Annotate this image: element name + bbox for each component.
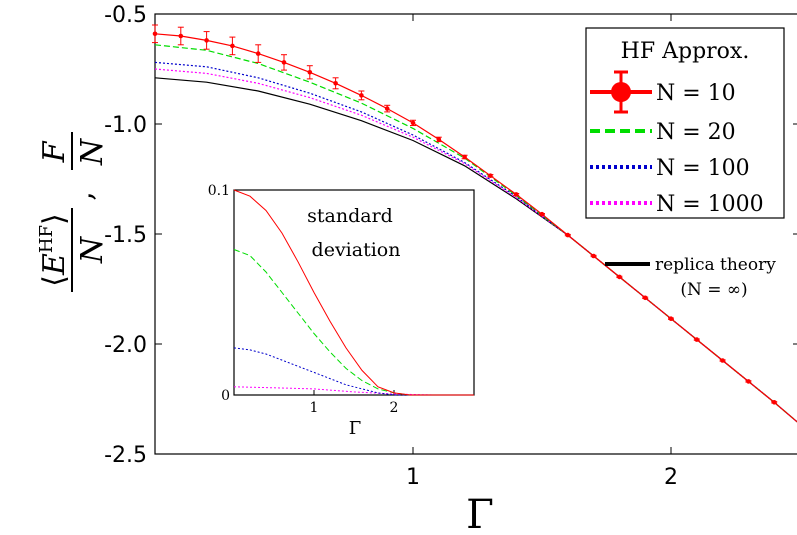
x-tick-label: 2	[664, 465, 678, 490]
data-point	[410, 120, 416, 126]
data-point	[668, 316, 674, 322]
data-point	[720, 358, 725, 363]
y-tick-label: -1.0	[104, 113, 147, 138]
legend-title: HF Approx.	[621, 39, 750, 64]
data-point	[281, 60, 287, 65]
x-axis-label: Γ	[466, 492, 494, 535]
y-tick-label: -2.0	[104, 333, 147, 358]
legend-entries: N = 10 N = 20 N = 100 N = 1000	[590, 70, 764, 217]
y-axis-label: ⟨EHF⟩ N , F N	[36, 132, 110, 292]
inset-plot: 1 2 0 0.1 standard deviation Γ	[208, 183, 475, 439]
replica-legend: replica theory (N = ∞)	[605, 255, 776, 300]
data-point	[178, 33, 184, 39]
data-point	[694, 337, 700, 342]
data-point	[642, 295, 648, 301]
inset-x-axis-label: Γ	[349, 418, 362, 439]
data-point	[307, 70, 313, 75]
inset-y-tick-label: 0.1	[208, 183, 230, 199]
svg-text:⟨EHF⟩: ⟨EHF⟩	[36, 213, 72, 287]
legend: HF Approx. N = 10 N = 20 N = 100 N = 1000	[585, 27, 785, 219]
y-tick-label: -0.5	[104, 3, 147, 28]
data-point	[152, 31, 158, 37]
y-tick-label: -1.5	[104, 223, 147, 248]
main-series	[152, 24, 797, 423]
inset-y-tick-label: 0	[221, 388, 230, 404]
legend-label-1: N = 20	[656, 120, 736, 145]
data-point	[384, 106, 390, 111]
inset-series-line-0	[233, 189, 474, 396]
series-line-2	[154, 61, 797, 423]
inset-title-line1: standard	[307, 205, 393, 227]
x-tick-label: 1	[406, 465, 420, 490]
inset-title-line2: deviation	[312, 239, 401, 261]
inset-series	[233, 189, 474, 396]
data-point	[513, 192, 519, 197]
data-point	[436, 137, 442, 142]
svg-text:N: N	[75, 137, 110, 166]
svg-text:,: ,	[65, 191, 100, 201]
main-ticks: 1 2 -0.5 -1.0 -1.5 -2.0 -2.5	[104, 3, 797, 490]
svg-text:N: N	[75, 235, 110, 264]
data-point	[333, 81, 338, 86]
inset-frame	[233, 189, 475, 396]
data-point	[771, 400, 777, 405]
data-point	[204, 38, 209, 43]
svg-text:F: F	[37, 140, 72, 163]
data-point	[565, 232, 571, 238]
replica-legend-line1: replica theory	[655, 255, 776, 275]
inset-series-line-1	[233, 249, 474, 396]
series-line-0	[154, 33, 797, 423]
legend-label-2: N = 100	[656, 156, 750, 181]
data-point	[230, 43, 235, 49]
data-point	[539, 211, 545, 217]
data-point	[255, 51, 261, 56]
data-point	[462, 154, 467, 160]
main-plot: 1 2 -0.5 -1.0 -1.5 -2.0 -2.5 Γ ⟨EHF⟩ N , F N	[36, 3, 797, 535]
legend-box	[585, 27, 785, 219]
legend-label-0: N = 10	[656, 81, 736, 106]
data-point	[746, 379, 751, 384]
inset-x-tick-label: 1	[310, 400, 319, 416]
data-point	[488, 173, 493, 178]
legend-label-3: N = 1000	[656, 192, 764, 217]
data-point	[591, 253, 596, 259]
y-tick-label: -2.5	[104, 443, 147, 468]
replica-legend-line2: (N = ∞)	[680, 280, 747, 300]
legend-marker	[611, 82, 631, 102]
data-point	[359, 93, 364, 98]
data-point	[617, 274, 622, 280]
inset-x-tick-label: 2	[390, 400, 399, 416]
